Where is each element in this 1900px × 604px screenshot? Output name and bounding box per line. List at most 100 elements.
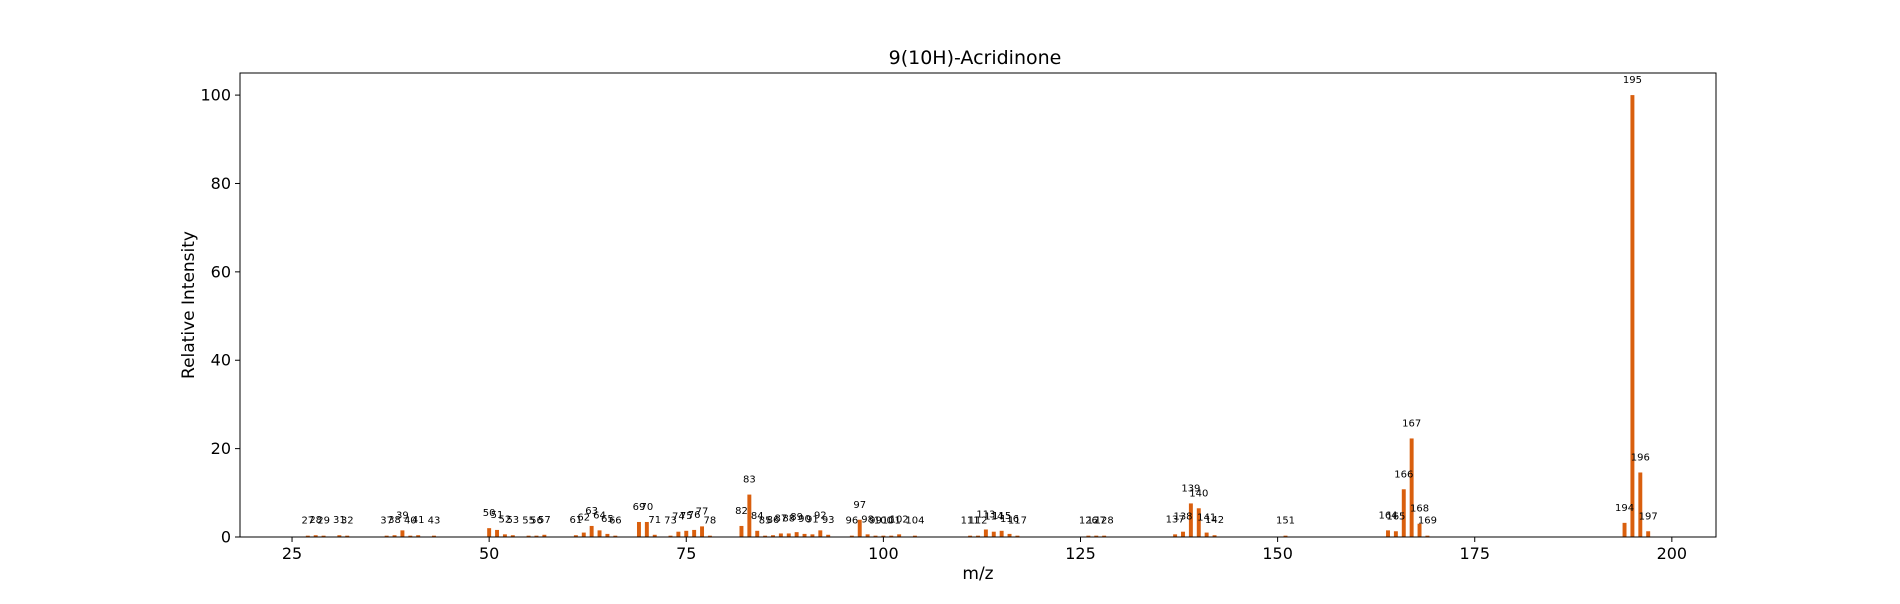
- x-tick-label: 100: [868, 544, 899, 563]
- x-tick-label: 200: [1657, 544, 1688, 563]
- spectrum-bar: [991, 531, 996, 537]
- spectrum-bar: [597, 530, 602, 537]
- spectrum-bar: [1646, 531, 1651, 537]
- peak-label: 98: [861, 514, 874, 525]
- spectrum-bar: [1283, 535, 1288, 537]
- peak-label: 29: [317, 516, 330, 527]
- spectrum-bar: [755, 530, 760, 537]
- peak-label: 137: [1166, 514, 1185, 525]
- spectrum-bar: [912, 535, 917, 537]
- spectrum-bar: [999, 530, 1004, 537]
- peak-label: 75: [680, 511, 693, 522]
- spectrum-bar: [1638, 472, 1643, 537]
- spectrum-bar: [739, 525, 744, 537]
- spectrum-bar: [1188, 503, 1193, 537]
- x-tick-label: 25: [282, 544, 302, 563]
- peak-label: 126: [1079, 516, 1098, 527]
- spectrum-bar: [502, 534, 507, 537]
- spectrum-bar: [1102, 535, 1107, 537]
- spectrum-bar: [534, 535, 539, 537]
- peak-label: 164: [1378, 510, 1397, 521]
- spectrum-bar: [826, 534, 831, 537]
- peak-label: 115: [992, 511, 1011, 522]
- peak-label: 196: [1631, 452, 1650, 463]
- spectrum-bar: [384, 535, 389, 537]
- peak-label: 117: [1008, 516, 1027, 527]
- y-tick-label: 100: [200, 86, 231, 105]
- spectrum-bar: [392, 535, 397, 537]
- peak-label: 85: [759, 516, 772, 527]
- spectrum-bar: [526, 535, 531, 537]
- spectrum-bar: [707, 535, 712, 537]
- peak-label: 51: [491, 510, 504, 521]
- y-tick-label: 40: [211, 351, 231, 370]
- peak-label: 195: [1623, 75, 1642, 86]
- spectrum-bar: [605, 533, 610, 537]
- peak-label: 99: [869, 516, 882, 527]
- y-axis-label: Relative Intensity: [179, 231, 199, 379]
- peak-label: 41: [412, 515, 425, 526]
- peak-label: 88: [782, 513, 795, 524]
- peak-label: 97: [853, 500, 866, 511]
- peak-label: 113: [976, 509, 995, 520]
- spectrum-bar: [652, 534, 657, 537]
- y-tick-label: 0: [221, 528, 231, 547]
- spectrum-bar: [589, 525, 594, 537]
- spectrum-bar: [747, 494, 752, 537]
- peak-label: 165: [1386, 511, 1405, 522]
- peak-label: 43: [428, 516, 441, 527]
- peak-label: 111: [961, 516, 980, 527]
- spectrum-bar: [1204, 532, 1209, 537]
- peak-label: 82: [735, 506, 748, 517]
- spectrum-bar: [1094, 535, 1099, 537]
- peak-label: 83: [743, 475, 756, 486]
- spectrum-bar: [818, 530, 823, 537]
- bars-group: [305, 95, 1651, 537]
- spectrum-bar: [1181, 531, 1185, 537]
- spectrum-bar: [897, 534, 902, 537]
- chart-title: 9(10H)-Acridinone: [889, 47, 1062, 69]
- peak-label: 86: [767, 515, 780, 526]
- y-tick-label: 80: [211, 174, 231, 193]
- spectrum-bar: [968, 535, 973, 537]
- peak-label: 92: [814, 510, 827, 521]
- peak-label: 169: [1418, 516, 1437, 527]
- spectrum-bar: [873, 535, 878, 537]
- spectrum-bar: [416, 535, 421, 537]
- spectrum-bar: [573, 535, 578, 537]
- spectrum-bar: [778, 533, 783, 537]
- x-tick-label: 125: [1065, 544, 1096, 563]
- peak-label: 91: [806, 514, 819, 525]
- x-tick-label: 50: [479, 544, 499, 563]
- peak-label: 32: [341, 516, 354, 527]
- peak-label: 101: [882, 516, 901, 527]
- peak-label: 194: [1615, 503, 1634, 514]
- peak-label: 27: [301, 516, 314, 527]
- peak-label: 114: [984, 512, 1003, 523]
- spectrum-bar: [305, 535, 310, 537]
- spectrum-bar: [408, 535, 413, 537]
- spectrum-bar: [313, 535, 318, 537]
- spectrum-bar: [1386, 530, 1390, 537]
- peak-label: 89: [790, 512, 803, 523]
- spectrum-bar: [337, 535, 342, 537]
- spectrum-bar: [857, 519, 862, 537]
- peak-label: 138: [1173, 512, 1192, 523]
- peak-label: 31: [333, 515, 346, 526]
- peak-label: 140: [1189, 488, 1208, 499]
- peak-label: 71: [648, 515, 661, 526]
- spectrum-bar: [345, 535, 350, 537]
- spectrum-bar: [676, 531, 681, 537]
- spectrum-bar: [636, 521, 641, 537]
- peak-label: 61: [570, 515, 583, 526]
- spectrum-bar: [794, 532, 799, 537]
- spectrum-bar: [581, 532, 586, 537]
- spectrum-bar: [802, 533, 807, 537]
- spectrum-bar: [771, 535, 775, 537]
- spectrum-bar: [1409, 438, 1414, 537]
- peak-label: 56: [530, 516, 543, 527]
- spectrum-bar: [431, 535, 436, 537]
- spectrum-bar: [613, 535, 618, 537]
